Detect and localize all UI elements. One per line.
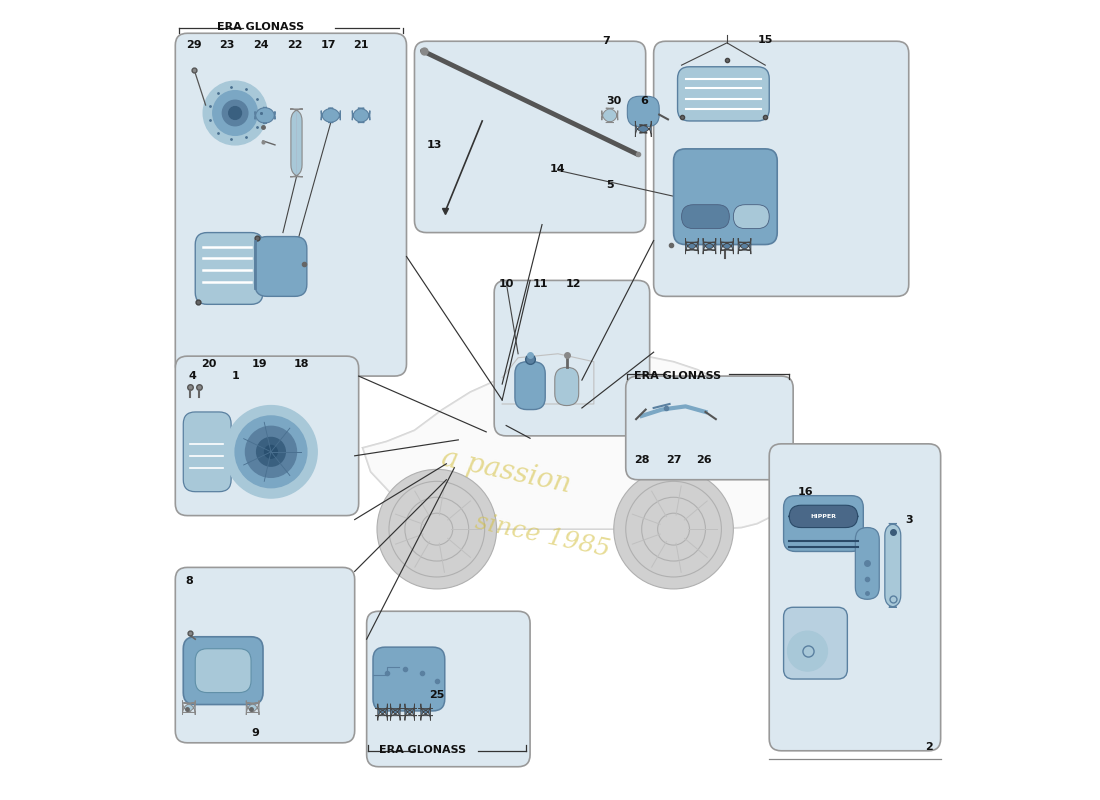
Text: 11: 11 xyxy=(532,279,548,290)
FancyBboxPatch shape xyxy=(388,704,403,721)
Text: 30: 30 xyxy=(606,96,621,106)
FancyBboxPatch shape xyxy=(738,238,751,254)
Text: a passion: a passion xyxy=(439,445,573,498)
Text: ERA GLONASS: ERA GLONASS xyxy=(634,370,720,381)
FancyBboxPatch shape xyxy=(184,412,231,492)
FancyBboxPatch shape xyxy=(415,42,646,233)
FancyBboxPatch shape xyxy=(290,109,303,177)
Text: 19: 19 xyxy=(251,359,267,369)
Circle shape xyxy=(256,438,285,466)
Circle shape xyxy=(788,631,827,671)
FancyBboxPatch shape xyxy=(789,506,858,527)
FancyBboxPatch shape xyxy=(685,238,698,254)
FancyBboxPatch shape xyxy=(195,649,251,693)
FancyBboxPatch shape xyxy=(783,607,847,679)
FancyBboxPatch shape xyxy=(418,704,432,721)
FancyBboxPatch shape xyxy=(184,637,263,705)
Circle shape xyxy=(265,446,277,458)
FancyBboxPatch shape xyxy=(321,108,340,122)
Text: ERA GLONASS: ERA GLONASS xyxy=(378,745,465,754)
Text: 12: 12 xyxy=(566,279,582,290)
FancyBboxPatch shape xyxy=(175,34,407,376)
FancyBboxPatch shape xyxy=(627,96,659,126)
Text: 1: 1 xyxy=(231,371,239,381)
FancyBboxPatch shape xyxy=(175,567,354,743)
FancyBboxPatch shape xyxy=(783,496,864,551)
Text: 7: 7 xyxy=(602,36,609,46)
Circle shape xyxy=(245,426,297,478)
Text: 22: 22 xyxy=(287,40,303,50)
Text: 27: 27 xyxy=(666,454,681,465)
FancyBboxPatch shape xyxy=(636,121,651,137)
Text: 21: 21 xyxy=(353,40,369,50)
Text: 20: 20 xyxy=(201,359,217,369)
FancyBboxPatch shape xyxy=(673,149,778,245)
Polygon shape xyxy=(363,354,781,529)
Circle shape xyxy=(212,90,257,135)
Text: 28: 28 xyxy=(634,454,649,465)
Circle shape xyxy=(204,81,267,145)
FancyBboxPatch shape xyxy=(375,704,389,721)
Text: 10: 10 xyxy=(498,279,514,290)
FancyBboxPatch shape xyxy=(175,356,359,515)
FancyBboxPatch shape xyxy=(720,238,734,254)
Circle shape xyxy=(224,406,317,498)
FancyBboxPatch shape xyxy=(856,527,879,599)
Text: 18: 18 xyxy=(294,359,309,369)
FancyBboxPatch shape xyxy=(554,367,579,406)
FancyBboxPatch shape xyxy=(373,647,444,711)
Text: 14: 14 xyxy=(550,164,565,174)
FancyBboxPatch shape xyxy=(183,701,195,715)
FancyBboxPatch shape xyxy=(255,237,307,296)
FancyBboxPatch shape xyxy=(682,205,729,229)
Text: 17: 17 xyxy=(320,40,337,50)
Text: 9: 9 xyxy=(251,728,258,738)
Text: 24: 24 xyxy=(254,40,270,50)
Text: 23: 23 xyxy=(219,40,234,50)
Circle shape xyxy=(229,106,242,119)
FancyBboxPatch shape xyxy=(255,107,275,123)
FancyBboxPatch shape xyxy=(352,108,370,122)
Text: since 1985: since 1985 xyxy=(473,510,612,561)
Circle shape xyxy=(614,470,734,589)
Text: 15: 15 xyxy=(758,34,773,45)
Text: 4: 4 xyxy=(189,371,197,381)
Text: 16: 16 xyxy=(798,486,813,497)
FancyBboxPatch shape xyxy=(653,42,909,296)
Text: 5: 5 xyxy=(606,180,614,190)
Text: ERA GLONASS: ERA GLONASS xyxy=(217,22,304,32)
FancyBboxPatch shape xyxy=(366,611,530,766)
FancyBboxPatch shape xyxy=(678,66,769,121)
FancyBboxPatch shape xyxy=(195,233,263,304)
Circle shape xyxy=(377,470,496,589)
Circle shape xyxy=(222,100,248,126)
Text: 6: 6 xyxy=(640,96,648,106)
FancyBboxPatch shape xyxy=(494,281,650,436)
Text: 29: 29 xyxy=(186,40,201,50)
Text: 2: 2 xyxy=(925,742,933,752)
Text: 13: 13 xyxy=(427,140,442,150)
FancyBboxPatch shape xyxy=(246,701,258,715)
Text: 3: 3 xyxy=(905,514,913,525)
Text: 25: 25 xyxy=(429,690,444,700)
FancyBboxPatch shape xyxy=(734,205,769,229)
Text: 26: 26 xyxy=(696,454,712,465)
FancyBboxPatch shape xyxy=(602,108,618,122)
Text: 8: 8 xyxy=(186,576,194,586)
FancyBboxPatch shape xyxy=(703,238,716,254)
Text: HIPPER: HIPPER xyxy=(811,514,836,519)
FancyBboxPatch shape xyxy=(626,376,793,480)
FancyBboxPatch shape xyxy=(884,523,901,607)
Circle shape xyxy=(235,416,307,488)
FancyBboxPatch shape xyxy=(769,444,940,750)
FancyBboxPatch shape xyxy=(403,704,417,721)
FancyBboxPatch shape xyxy=(515,362,546,410)
